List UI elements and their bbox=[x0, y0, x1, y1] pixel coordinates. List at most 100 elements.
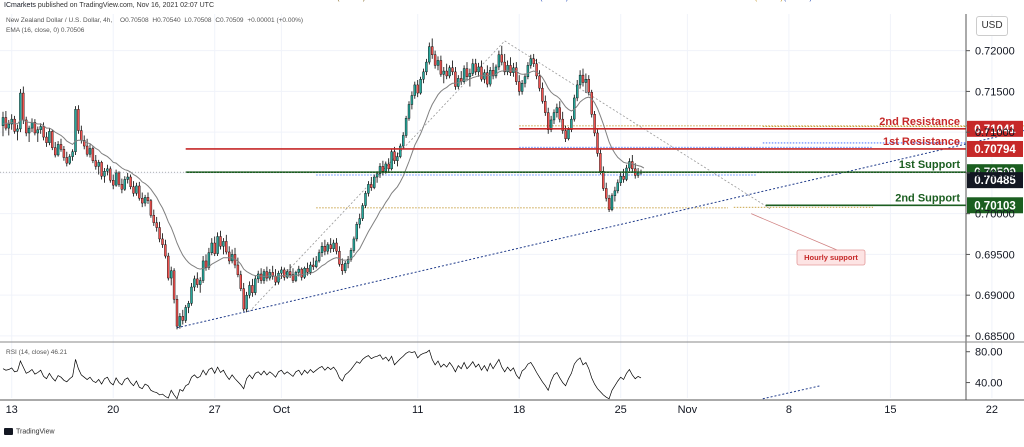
candle-body-71 bbox=[207, 252, 211, 268]
fib-label-2: 50.00%(0.70475) bbox=[315, 0, 365, 2]
time-tick-label-6: 25 bbox=[615, 404, 627, 416]
level-value-1: 0.70794 bbox=[974, 144, 1016, 156]
level-name-2: 1st Support bbox=[899, 159, 960, 171]
candle-body-213 bbox=[619, 175, 622, 183]
candle-body-200 bbox=[581, 74, 585, 83]
candle-body-109 bbox=[317, 252, 321, 262]
level-name-4: 2nd Support bbox=[895, 192, 960, 204]
candle-body-53 bbox=[155, 222, 158, 228]
candle-body-41 bbox=[120, 184, 124, 190]
candle-body-31 bbox=[91, 148, 95, 161]
rsi-legend[interactable]: RSI (14, close) 46.21 bbox=[6, 349, 68, 356]
time-tick-label-1: 20 bbox=[107, 404, 119, 416]
candle-body-28 bbox=[82, 140, 86, 147]
footer-brand[interactable]: TradingView bbox=[16, 428, 55, 436]
candle-body-183 bbox=[532, 58, 535, 64]
candle-body-210 bbox=[610, 195, 614, 210]
candle-body-37 bbox=[109, 168, 112, 181]
ema-polyline bbox=[2, 69, 645, 277]
candle-body-113 bbox=[329, 244, 332, 249]
candle-body-142 bbox=[413, 84, 416, 96]
ema-legend[interactable]: EMA (16, close, 0) 0.70506 bbox=[6, 27, 85, 34]
candle-body-141 bbox=[410, 95, 414, 105]
fib-label-1: 61.80%(0.70815) bbox=[518, 0, 568, 2]
candle-body-192 bbox=[558, 107, 561, 120]
candle-body-116 bbox=[338, 250, 341, 265]
candle-body-149 bbox=[433, 54, 437, 66]
candle-body-191 bbox=[555, 107, 559, 113]
candle-body-60 bbox=[175, 299, 179, 327]
annotation-bubble bbox=[796, 249, 866, 266]
level-badge-1 bbox=[967, 140, 1023, 157]
candle-body-85 bbox=[248, 285, 251, 296]
candle-body-152 bbox=[442, 70, 445, 75]
candle-body-18 bbox=[54, 147, 57, 156]
candle-body-172 bbox=[500, 54, 503, 63]
candle-body-148 bbox=[431, 46, 434, 55]
candle-body-29 bbox=[85, 145, 89, 155]
candle-body-123 bbox=[358, 218, 361, 225]
candle-body-124 bbox=[361, 205, 364, 219]
candle-body-81 bbox=[236, 264, 240, 275]
fib-anchor-down bbox=[504, 40, 772, 210]
price-tick-label-7: 0.68500 bbox=[975, 331, 1015, 343]
ohlc-open: O0.70508 bbox=[120, 17, 149, 24]
candle-body-153 bbox=[445, 70, 448, 77]
candle-body-108 bbox=[315, 260, 318, 267]
candle-body-25 bbox=[74, 109, 77, 152]
candle-body-2 bbox=[7, 123, 11, 129]
symbol-title[interactable]: New Zealand Dollar / U.S. Dollar, 4h, bbox=[6, 17, 113, 24]
candle-body-47 bbox=[138, 185, 141, 199]
candle-body-72 bbox=[210, 242, 214, 253]
candle-body-111 bbox=[323, 246, 327, 252]
candle-body-198 bbox=[576, 84, 579, 99]
candle-body-21 bbox=[62, 149, 66, 158]
candle-body-61 bbox=[178, 316, 182, 327]
price-tick-label-4: 0.70000 bbox=[975, 209, 1015, 221]
fib-label-5: 50.00%(0.70868) bbox=[762, 0, 812, 2]
ohlc-change: +0.00001 (+0.00%) bbox=[247, 17, 304, 24]
candle-body-52 bbox=[152, 215, 156, 223]
ohlc-low: L0.70508 bbox=[184, 17, 212, 24]
candle-body-50 bbox=[146, 197, 150, 201]
candle-body-201 bbox=[584, 78, 588, 83]
candle-body-147 bbox=[428, 46, 431, 63]
candle-body-3 bbox=[10, 118, 13, 125]
time-tick-label-3: Oct bbox=[273, 404, 290, 416]
candle-body-96 bbox=[280, 269, 283, 274]
candle-body-30 bbox=[88, 148, 92, 155]
author-name[interactable]: ICmarkets bbox=[4, 2, 36, 9]
price-tick-label-5: 0.69500 bbox=[975, 249, 1015, 261]
candle-body-17 bbox=[51, 131, 54, 148]
level-value-0: 0.71041 bbox=[974, 124, 1016, 136]
annotation-pointer-line bbox=[751, 213, 838, 251]
candle-body-171 bbox=[497, 54, 501, 68]
price-tick-label-2: 0.71000 bbox=[975, 127, 1015, 139]
candle-body-83 bbox=[242, 288, 245, 310]
level-value-3: 0.70485 bbox=[974, 175, 1016, 187]
time-tick-label-4: 11 bbox=[412, 404, 423, 416]
candle-body-137 bbox=[399, 145, 402, 157]
candle-body-20 bbox=[59, 144, 63, 150]
candle-body-170 bbox=[494, 66, 498, 77]
symbol-legend: New Zealand Dollar / U.S. Dollar, 4h, O0… bbox=[6, 17, 305, 24]
ohlc-values: O0.70508 H0.70540 L0.70508 C0.70509 +0.0… bbox=[120, 17, 305, 24]
candle-body-99 bbox=[288, 271, 292, 276]
candle-body-35 bbox=[103, 171, 106, 177]
candle-body-97 bbox=[283, 269, 286, 278]
candle-body-56 bbox=[164, 244, 167, 257]
candle-body-70 bbox=[204, 260, 208, 268]
currency-button[interactable]: USD bbox=[976, 16, 1008, 36]
candle-body-84 bbox=[245, 294, 248, 310]
level-badge-4 bbox=[967, 197, 1023, 214]
annotation-text: Hourly support bbox=[804, 253, 858, 262]
candle-body-195 bbox=[567, 129, 570, 139]
fib-label-3: 61.80%(0.70071) bbox=[315, 0, 365, 2]
candle-body-190 bbox=[552, 112, 556, 121]
candle-body-8 bbox=[25, 119, 28, 134]
candle-body-101 bbox=[294, 272, 298, 281]
time-tick-label-5: 18 bbox=[513, 404, 525, 416]
candle-body-76 bbox=[222, 241, 225, 247]
candle-body-94 bbox=[274, 276, 277, 283]
candle-body-36 bbox=[106, 168, 109, 172]
